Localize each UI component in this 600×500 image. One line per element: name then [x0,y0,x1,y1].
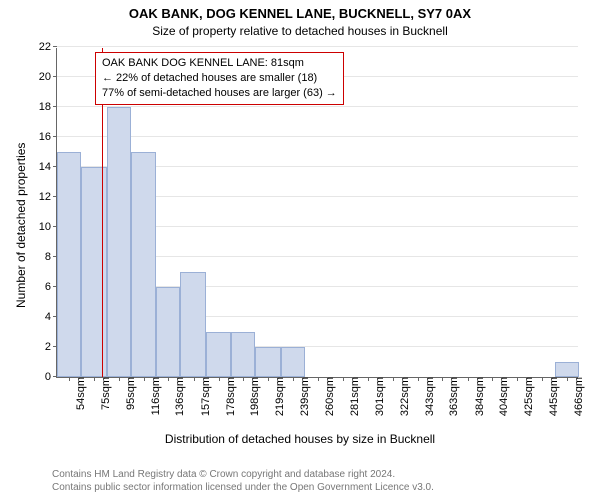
x-tick-label: 301sqm [372,377,386,416]
histogram-bar [555,362,579,377]
x-tick-mark [567,377,568,381]
grid-line [57,46,578,47]
y-tick-label: 18 [39,101,57,113]
y-tick-label: 22 [39,41,57,53]
annotation-line-2: ← 22% of detached houses are smaller (18… [102,71,337,86]
histogram-bar [206,332,231,377]
x-tick-label: 363sqm [446,377,460,416]
x-tick-mark [194,377,195,381]
footer-line-2: Contains public sector information licen… [52,481,434,494]
histogram-bar [231,332,255,377]
y-tick-label: 6 [45,281,57,293]
y-tick-label: 12 [39,191,57,203]
y-tick-label: 14 [39,161,57,173]
x-tick-label: 466sqm [571,377,585,416]
x-tick-mark [468,377,469,381]
x-tick-label: 116sqm [148,377,162,415]
x-tick-mark [168,377,169,381]
x-tick-mark [492,377,493,381]
histogram-bar [281,347,305,377]
x-tick-label: 281sqm [347,377,361,416]
grid-line [57,136,578,137]
y-tick-label: 10 [39,221,57,233]
histogram-bar [255,347,280,377]
y-tick-label: 4 [45,311,57,323]
x-tick-label: 198sqm [247,377,261,416]
histogram-bar [131,152,156,377]
y-tick-label: 16 [39,131,57,143]
x-tick-label: 445sqm [546,377,560,416]
x-tick-label: 219sqm [272,377,286,416]
y-tick-label: 2 [45,341,57,353]
histogram-bar [156,287,180,377]
x-axis-label: Distribution of detached houses by size … [0,432,600,446]
histogram-bar [107,107,131,377]
x-tick-mark [418,377,419,381]
grid-line [57,106,578,107]
x-tick-mark [442,377,443,381]
x-tick-label: 260sqm [322,377,336,416]
x-tick-mark [268,377,269,381]
footer-attribution: Contains HM Land Registry data © Crown c… [52,468,434,494]
x-tick-label: 75sqm [98,377,112,410]
x-tick-mark [318,377,319,381]
x-tick-mark [393,377,394,381]
x-tick-label: 136sqm [172,377,186,416]
x-tick-label: 95sqm [123,377,137,410]
annotation-line-3: 77% of semi-detached houses are larger (… [102,86,337,101]
x-tick-label: 384sqm [472,377,486,416]
x-tick-label: 54sqm [73,377,87,410]
annotation-box: OAK BANK DOG KENNEL LANE: 81sqm ← 22% of… [95,52,344,105]
x-tick-mark [517,377,518,381]
x-tick-mark [368,377,369,381]
x-tick-mark [542,377,543,381]
annotation-line-1: OAK BANK DOG KENNEL LANE: 81sqm [102,56,337,71]
footer-line-1: Contains HM Land Registry data © Crown c… [52,468,434,481]
x-tick-mark [343,377,344,381]
x-tick-label: 425sqm [521,377,535,416]
x-tick-label: 322sqm [397,377,411,416]
x-tick-mark [243,377,244,381]
x-tick-label: 178sqm [223,377,237,416]
x-tick-mark [69,377,70,381]
chart-container: { "title": { "main": "OAK BANK, DOG KENN… [0,0,600,500]
chart-subtitle: Size of property relative to detached ho… [0,24,600,38]
x-tick-label: 157sqm [198,377,212,416]
histogram-bar [180,272,205,377]
x-tick-mark [293,377,294,381]
y-axis-label: Number of detached properties [14,143,28,308]
x-tick-label: 404sqm [496,377,510,416]
x-tick-label: 239sqm [297,377,311,416]
x-tick-mark [219,377,220,381]
y-tick-label: 0 [45,371,57,383]
x-tick-mark [144,377,145,381]
x-tick-mark [94,377,95,381]
histogram-bar [57,152,81,377]
chart-title: OAK BANK, DOG KENNEL LANE, BUCKNELL, SY7… [0,6,600,21]
x-tick-label: 343sqm [422,377,436,416]
y-tick-label: 8 [45,251,57,263]
x-tick-mark [119,377,120,381]
y-tick-label: 20 [39,71,57,83]
